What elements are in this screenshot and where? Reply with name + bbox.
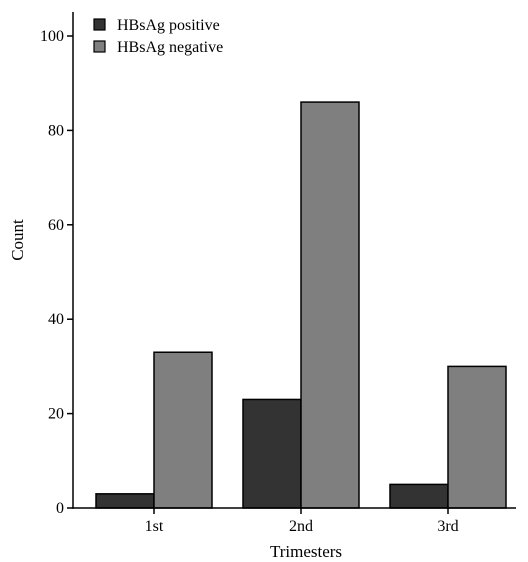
x-tick-label-2nd: 2nd — [289, 518, 313, 535]
y-tick-label: 100 — [40, 28, 64, 45]
y-tick-label: 0 — [56, 500, 64, 517]
legend-swatch-positive — [93, 18, 106, 31]
y-tick-label: 80 — [48, 122, 64, 139]
bar-negative-2nd — [300, 101, 360, 509]
y-tick-label: 40 — [48, 311, 64, 328]
x-tick-label-3rd: 3rd — [437, 518, 458, 535]
legend-swatch-negative — [93, 40, 106, 53]
bars-group — [95, 101, 507, 509]
y-axis: 0 20 40 60 80 100 — [40, 12, 74, 517]
legend: HBsAg positive HBsAg negative — [93, 17, 223, 56]
bar-negative-1st — [153, 351, 213, 509]
legend-label-positive: HBsAg positive — [117, 17, 220, 34]
bar-positive-1st — [95, 493, 155, 509]
bar-negative-3rd — [447, 365, 507, 509]
bar-positive-2nd — [242, 398, 302, 509]
y-axis-label: Count — [8, 219, 27, 261]
x-axis: 1st 2nd 3rd — [72, 507, 516, 535]
legend-label-negative: HBsAg negative — [117, 39, 223, 56]
x-axis-label: Trimesters — [270, 542, 342, 561]
bar-positive-3rd — [389, 483, 449, 509]
y-tick-label: 60 — [48, 217, 64, 234]
y-tick-label: 20 — [48, 406, 64, 423]
x-tick-label-1st: 1st — [145, 518, 164, 535]
